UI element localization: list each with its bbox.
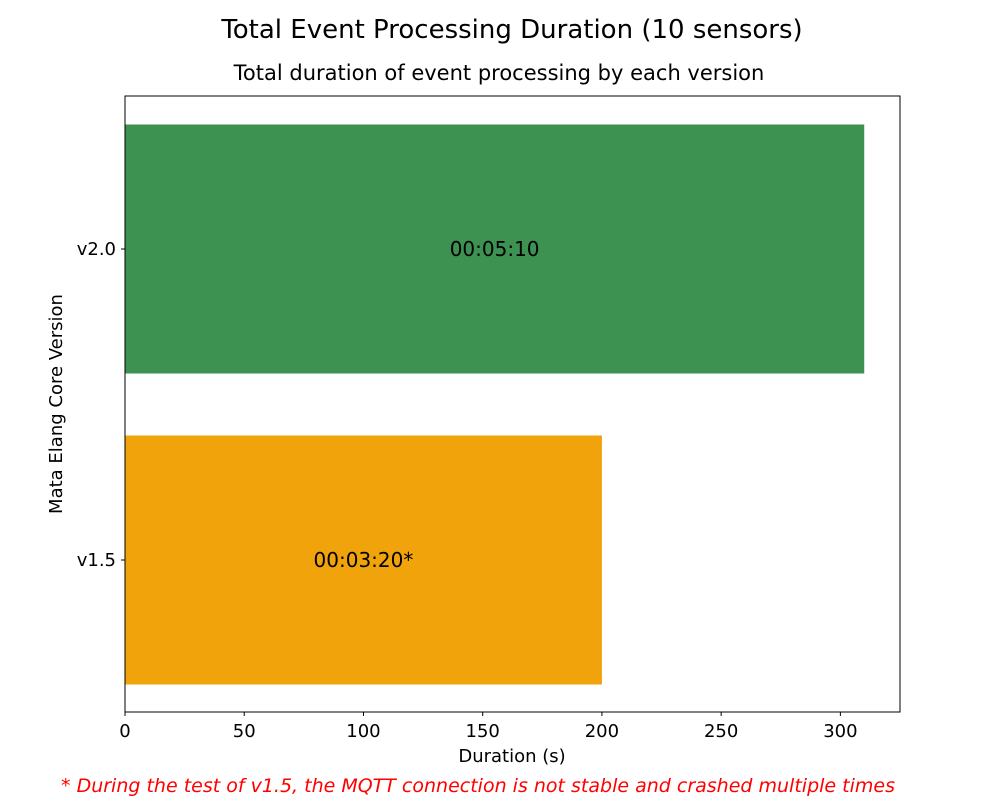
y-tick-label: v1.5 xyxy=(77,550,116,571)
x-tick-label: 100 xyxy=(346,721,380,742)
x-axis-label: Duration (s) xyxy=(458,746,565,767)
bar-v2-0 xyxy=(125,124,865,374)
y-axis-label: Mata Elang Core Version xyxy=(46,294,67,514)
chart-subtitle: Total duration of event processing by ea… xyxy=(233,61,765,85)
y-tick-label: v2.0 xyxy=(77,239,116,260)
chart-title: Total Event Processing Duration (10 sens… xyxy=(220,15,802,45)
x-tick-label: 300 xyxy=(823,721,857,742)
bar-value-label: 00:03:20* xyxy=(314,548,414,572)
x-tick-label: 0 xyxy=(119,721,130,742)
bar-value-label: 00:05:10 xyxy=(450,237,540,261)
x-tick-label: 150 xyxy=(466,721,500,742)
footnote: * During the test of v1.5, the MQTT conn… xyxy=(61,775,895,797)
plot-frame xyxy=(124,95,901,713)
x-tick-label: 250 xyxy=(704,721,738,742)
x-tick-label: 50 xyxy=(233,721,256,742)
bar-v1-5 xyxy=(125,435,602,685)
x-tick-label: 200 xyxy=(585,721,619,742)
